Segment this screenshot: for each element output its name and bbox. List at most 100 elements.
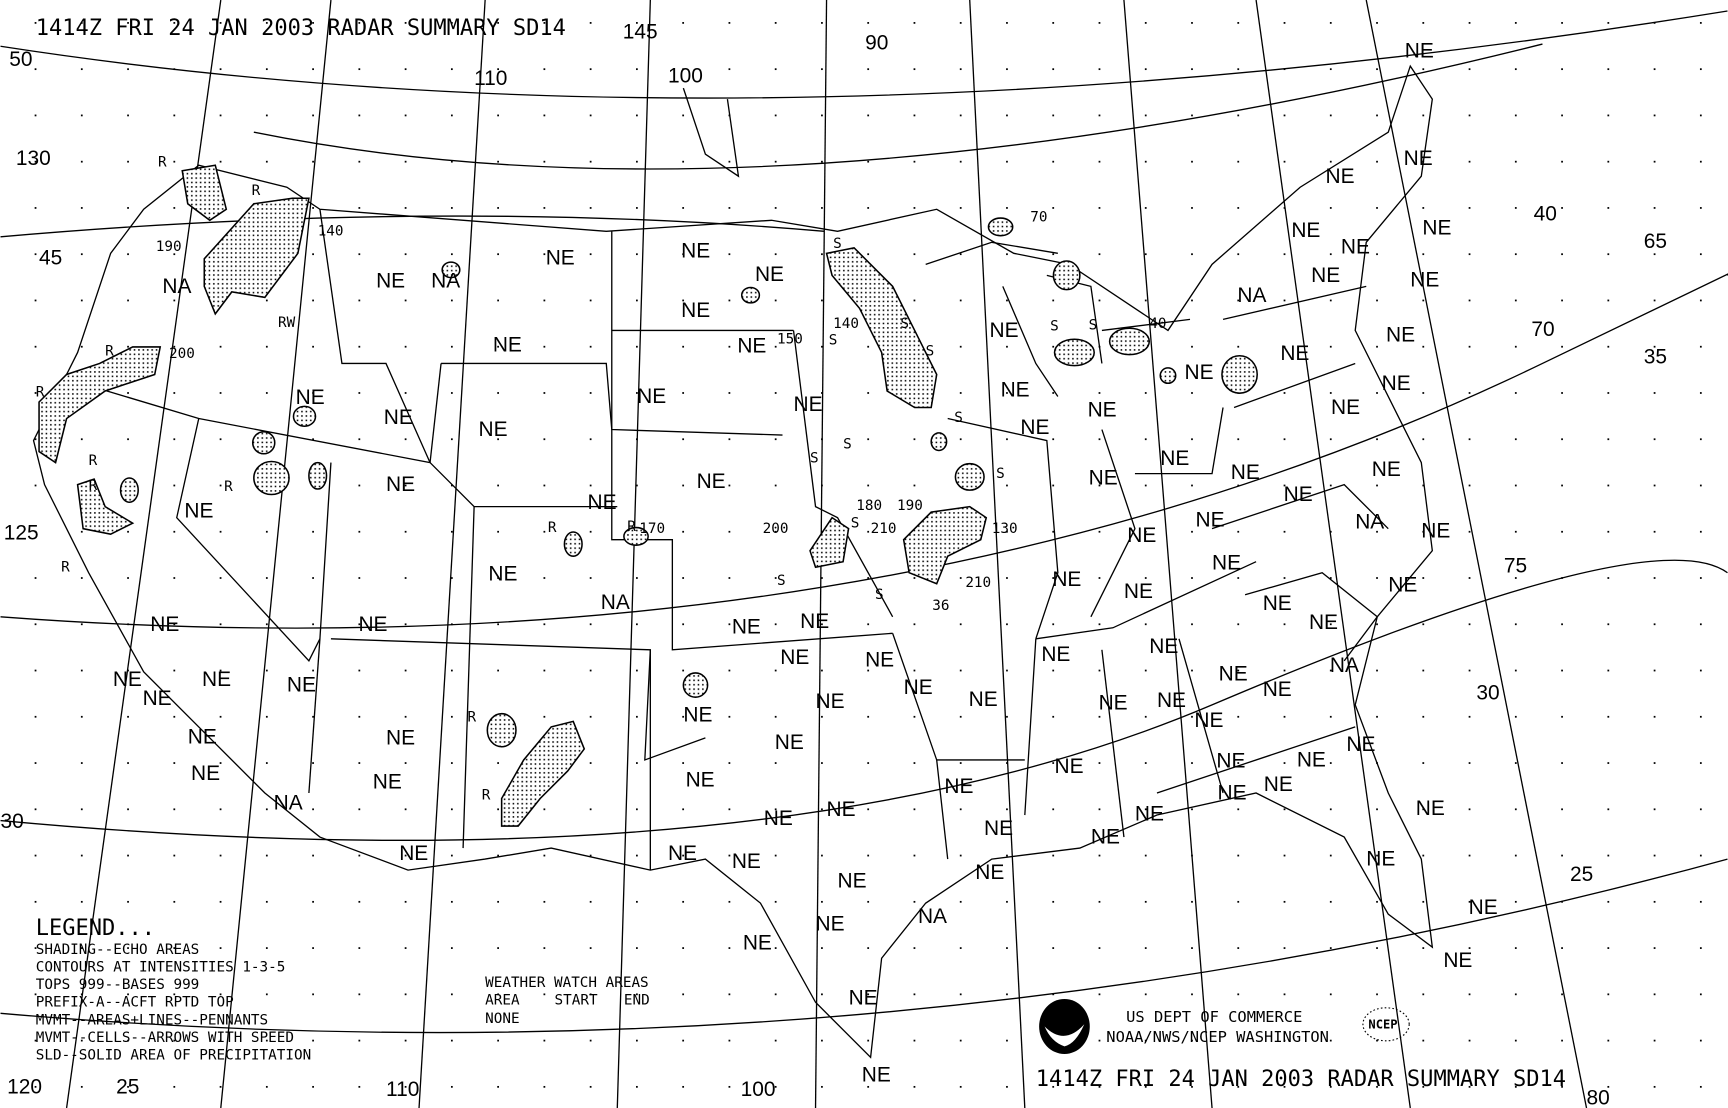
echo-marker: R bbox=[61, 560, 70, 576]
legend-line: SLD--SOLID AREA OF PRECIPITATION bbox=[36, 1048, 311, 1064]
region-label: NE bbox=[1089, 467, 1118, 490]
region-label: NA bbox=[601, 591, 630, 614]
region-label: NE bbox=[975, 861, 1004, 884]
echo-marker: S bbox=[954, 410, 963, 426]
agency-line2: NOAA/NWS/NCEP WASHINGTON bbox=[1106, 1028, 1329, 1046]
region-label: NA bbox=[274, 792, 303, 815]
graticule-label: 30 bbox=[1, 810, 24, 833]
region-label: NE bbox=[764, 807, 793, 830]
echo-marker: S bbox=[1089, 317, 1098, 333]
region-label: NE bbox=[113, 668, 142, 691]
region-label: NE bbox=[1194, 709, 1223, 732]
region-label: NE bbox=[827, 798, 856, 821]
region-label: NE bbox=[794, 393, 823, 416]
region-label: NE bbox=[150, 613, 179, 636]
region-label: NE bbox=[1020, 416, 1049, 439]
region-label: NE bbox=[143, 687, 172, 710]
echo-top-value: 36 bbox=[932, 598, 949, 614]
region-label: NE bbox=[1297, 749, 1326, 772]
region-label: NE bbox=[1410, 268, 1439, 291]
graticule-label: 30 bbox=[1476, 681, 1499, 704]
region-label: NE bbox=[1001, 379, 1030, 402]
legend-line: CONTOURS AT INTENSITIES 1-3-5 bbox=[36, 959, 286, 975]
region-label: NE bbox=[202, 668, 231, 691]
footer: US DEPT OF COMMERCE NOAA/NWS/NCEP WASHIN… bbox=[1036, 998, 1566, 1092]
echo-marker: S bbox=[843, 436, 852, 452]
echo-marker: S bbox=[777, 573, 786, 589]
grid-dots bbox=[34, 22, 1702, 1088]
region-label: NE bbox=[1055, 755, 1084, 778]
agency-line1: US DEPT OF COMMERCE bbox=[1126, 1008, 1302, 1026]
echo-top-value: 130 bbox=[992, 521, 1018, 537]
region-label: NE bbox=[184, 500, 213, 523]
region-label: NE bbox=[493, 333, 522, 356]
region-label: NE bbox=[1219, 663, 1248, 686]
graticule-label: 100 bbox=[741, 1078, 776, 1101]
watch-col-end: END bbox=[624, 992, 650, 1008]
region-label: NE bbox=[969, 688, 998, 711]
graticule-label: 40 bbox=[1534, 202, 1557, 225]
echo-marker: S bbox=[875, 587, 884, 603]
echo-marker: R bbox=[627, 519, 636, 535]
region-label: NE bbox=[743, 931, 772, 954]
weather-watch-areas: WEATHER WATCH AREAS AREA START END NONE bbox=[485, 975, 650, 1027]
map-labels: NE NE NE NE NE NE NA NE NE NE NE NE NE NE NE NE NE NE NA NE… bbox=[1, 21, 1668, 1108]
region-label: NE bbox=[838, 870, 867, 893]
graticule-label: 70 bbox=[1531, 318, 1554, 341]
region-label: NE bbox=[1416, 797, 1445, 820]
region-label: NE bbox=[1264, 773, 1293, 796]
region-label: NE bbox=[681, 299, 710, 322]
region-label: NE bbox=[399, 842, 428, 865]
region-label: NE bbox=[1185, 361, 1214, 384]
region-label: NE bbox=[1157, 689, 1186, 712]
region-label: NE bbox=[1088, 398, 1117, 421]
region-label: NE bbox=[373, 771, 402, 794]
region-label: NE bbox=[1309, 611, 1338, 634]
region-label: NE bbox=[1386, 323, 1415, 346]
region-label: NE bbox=[1422, 217, 1451, 240]
region-label: NE bbox=[296, 386, 325, 409]
region-label: NE bbox=[1341, 235, 1370, 258]
region-label: NE bbox=[862, 1064, 891, 1087]
echo-marker: S bbox=[833, 236, 842, 252]
region-label: NE bbox=[1263, 678, 1292, 701]
echo-top-value: 210 bbox=[871, 521, 897, 537]
region-label: NE bbox=[1041, 643, 1070, 666]
graticule-label: 110 bbox=[386, 1078, 419, 1101]
region-label: NE bbox=[1280, 342, 1309, 365]
region-label: NE bbox=[1405, 39, 1434, 62]
region-label: NE bbox=[188, 725, 217, 748]
echo-marker: R bbox=[36, 385, 45, 401]
region-label: NE bbox=[1372, 458, 1401, 481]
region-label: NE bbox=[1325, 165, 1354, 188]
region-label: NA bbox=[1355, 511, 1384, 534]
echo-marker: S bbox=[1050, 318, 1059, 334]
graticule-label: 130 bbox=[16, 147, 51, 170]
footer-title: 1414Z FRI 24 JAN 2003 RADAR SUMMARY SD14 bbox=[1036, 1067, 1566, 1092]
echo-top-value: 200 bbox=[169, 346, 195, 362]
echo-marker: S bbox=[810, 451, 819, 467]
echo-top-value: 140 bbox=[833, 316, 859, 332]
region-label: NE bbox=[488, 562, 517, 585]
echo-areas bbox=[38, 164, 1258, 827]
ncep-logo-text: NCEP bbox=[1368, 1018, 1397, 1032]
region-label: NE bbox=[755, 263, 784, 286]
graticule-label: 45 bbox=[39, 246, 62, 269]
noaa-logo bbox=[1039, 998, 1090, 1055]
region-label: NE bbox=[1263, 592, 1292, 615]
echo-top-value: 190 bbox=[156, 239, 182, 255]
echo-marker: S bbox=[829, 333, 838, 349]
region-label: NE bbox=[990, 319, 1019, 342]
region-label: NE bbox=[686, 768, 715, 791]
region-label: NA bbox=[431, 269, 460, 292]
region-label: NE bbox=[1091, 826, 1120, 849]
region-label: NA bbox=[918, 905, 947, 928]
region-label: NE bbox=[904, 676, 933, 699]
region-label: NE bbox=[732, 615, 761, 638]
watch-col-area: AREA bbox=[485, 992, 520, 1008]
region-label: NE bbox=[479, 418, 508, 441]
graticule-label: 110 bbox=[474, 67, 507, 90]
region-label: NE bbox=[800, 610, 829, 633]
legend-line: TOPS 999--BASES 999 bbox=[36, 977, 200, 993]
